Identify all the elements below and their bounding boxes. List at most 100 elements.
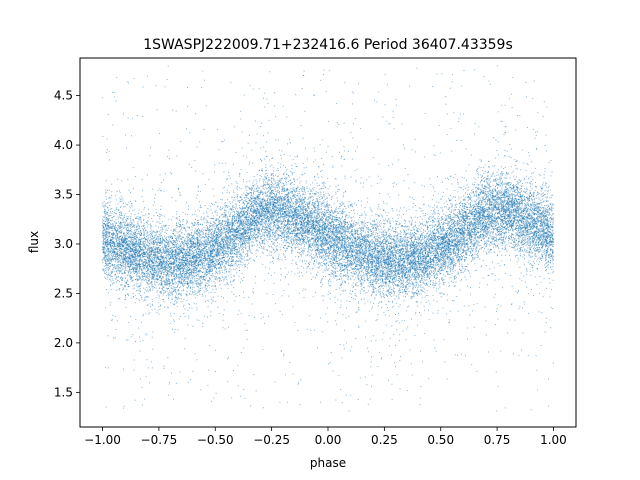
data-point: [251, 190, 253, 191]
data-point: [247, 238, 249, 240]
data-point: [374, 100, 375, 102]
data-point: [539, 238, 540, 240]
data-point: [268, 222, 270, 224]
data-point: [308, 250, 310, 252]
data-point: [337, 224, 339, 225]
data-point: [200, 207, 202, 208]
data-point: [388, 282, 390, 284]
data-point: [459, 237, 461, 239]
data-point: [335, 256, 337, 258]
data-point: [299, 228, 301, 230]
data-point: [371, 385, 372, 387]
data-point: [349, 205, 351, 207]
data-point: [427, 234, 429, 236]
data-point: [131, 241, 133, 243]
data-point: [330, 232, 332, 234]
data-point: [275, 195, 277, 197]
data-point: [395, 235, 397, 236]
data-point: [551, 229, 553, 231]
data-point: [315, 204, 317, 206]
data-point: [154, 253, 156, 255]
data-point: [528, 216, 530, 218]
data-point: [111, 255, 113, 257]
data-point: [153, 240, 154, 242]
data-point: [363, 278, 365, 280]
data-point: [547, 250, 549, 252]
data-point: [451, 280, 453, 282]
data-point: [219, 222, 221, 224]
data-point: [471, 223, 473, 225]
data-point: [311, 190, 313, 192]
data-point: [448, 214, 450, 216]
data-point: [159, 276, 160, 278]
data-point: [113, 233, 115, 235]
data-point: [487, 351, 489, 353]
data-point: [395, 272, 396, 274]
data-point: [208, 232, 210, 233]
data-point: [484, 164, 486, 166]
data-point: [270, 201, 272, 203]
data-point: [497, 199, 499, 201]
data-point: [449, 229, 451, 231]
data-point: [122, 251, 124, 253]
data-point: [422, 266, 424, 268]
data-point: [267, 183, 269, 185]
data-point: [258, 232, 260, 234]
data-point: [151, 217, 153, 219]
data-point: [449, 200, 450, 202]
data-point: [478, 208, 480, 210]
data-point: [400, 271, 402, 273]
data-point: [172, 278, 174, 280]
data-point: [496, 197, 498, 199]
data-point: [427, 300, 429, 302]
data-point: [437, 310, 439, 312]
data-point: [293, 202, 294, 204]
data-point: [483, 244, 485, 246]
data-point: [446, 299, 448, 301]
data-point: [375, 266, 377, 267]
data-point: [342, 204, 344, 205]
data-point: [498, 183, 500, 185]
data-point: [186, 240, 188, 242]
data-point: [360, 260, 362, 262]
data-point: [275, 213, 277, 214]
data-point: [272, 262, 274, 264]
data-point: [455, 223, 457, 225]
data-point: [139, 340, 141, 342]
data-point: [352, 216, 354, 218]
data-point: [254, 275, 256, 277]
data-point: [201, 258, 203, 260]
data-point: [491, 231, 492, 233]
data-point: [394, 284, 396, 285]
data-point: [299, 210, 301, 212]
data-point: [330, 262, 332, 264]
data-point: [448, 227, 449, 229]
data-point: [332, 243, 334, 245]
data-point: [205, 288, 207, 290]
data-point: [156, 251, 158, 252]
data-point: [304, 239, 306, 241]
data-point: [266, 188, 268, 190]
data-point: [348, 200, 350, 202]
data-point: [461, 176, 463, 178]
data-point: [550, 194, 552, 196]
data-point: [529, 229, 531, 231]
data-point: [196, 309, 198, 311]
data-point: [188, 280, 190, 282]
data-point: [341, 235, 343, 237]
data-point: [414, 182, 416, 184]
data-point: [135, 341, 136, 342]
data-point: [243, 203, 245, 205]
data-point: [527, 240, 529, 242]
data-point: [332, 225, 334, 227]
data-point: [281, 295, 283, 297]
data-point: [433, 145, 435, 147]
data-point: [322, 212, 324, 214]
data-point: [524, 178, 525, 180]
data-point: [333, 258, 334, 260]
data-point: [239, 255, 241, 257]
data-point: [149, 289, 151, 291]
data-point: [356, 168, 358, 170]
data-point: [134, 227, 136, 229]
data-point: [231, 220, 233, 222]
